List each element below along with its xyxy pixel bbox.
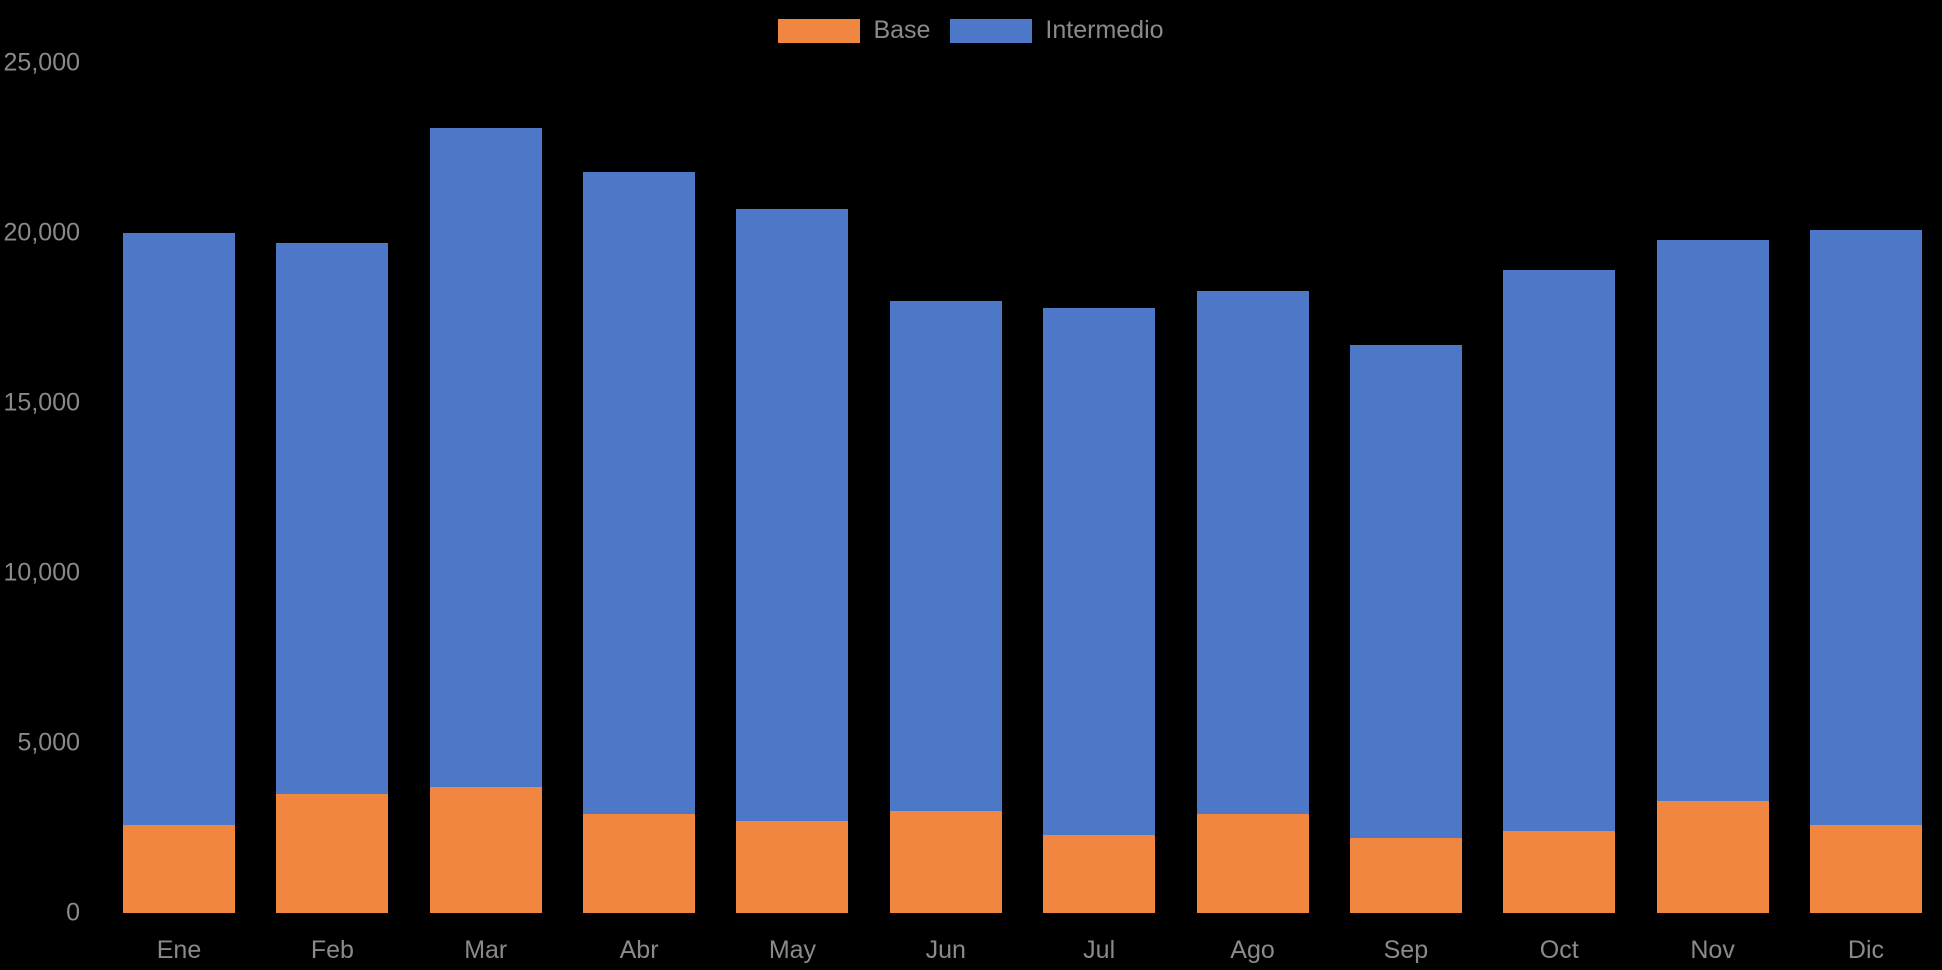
legend-label-base: Base <box>873 16 931 44</box>
y-axis-tick-label-0: 0 <box>66 898 80 927</box>
x-axis-label-sep: Sep <box>1383 936 1429 964</box>
legend-label-intermedio: Intermedio <box>1045 16 1164 44</box>
x-axis-label-may: May <box>768 936 817 964</box>
x-axis-label-abr: Abr <box>619 936 659 964</box>
bar-segment-base-jul[interactable] <box>1043 834 1156 913</box>
x-axis-label-jul: Jul <box>1083 936 1116 964</box>
bar-segment-base-ene[interactable] <box>123 824 235 913</box>
x-axis-label-dic: Dic <box>1847 936 1884 964</box>
bar-segment-base-feb[interactable] <box>276 794 389 913</box>
x-axis-label-mar: Mar <box>464 936 508 964</box>
bar-segment-intermedio-nov[interactable] <box>1656 239 1769 801</box>
bar-segment-base-sep[interactable] <box>1349 838 1462 913</box>
bar-segment-intermedio-dic[interactable] <box>1809 229 1922 825</box>
x-axis-label-ene: Ene <box>156 936 202 964</box>
bar-segment-base-dic[interactable] <box>1809 824 1922 913</box>
x-axis-label-feb: Feb <box>310 936 354 964</box>
bar-segment-intermedio-sep[interactable] <box>1349 345 1462 839</box>
bar-segment-intermedio-ene[interactable] <box>123 233 235 825</box>
legend-swatch-intermedio-icon <box>950 18 1033 43</box>
y-axis-tick-label-10000: 10,000 <box>3 558 80 587</box>
x-axis-label-nov: Nov <box>1690 936 1735 964</box>
bar-segment-intermedio-feb[interactable] <box>276 243 389 794</box>
bar-segment-base-mar[interactable] <box>429 787 542 913</box>
bar-segment-intermedio-abr[interactable] <box>583 171 696 815</box>
x-axis-label-oct: Oct <box>1539 936 1579 964</box>
bar-segment-intermedio-may[interactable] <box>736 209 849 822</box>
x-axis-label-ago: Ago <box>1230 936 1275 964</box>
bar-segment-base-ago[interactable] <box>1196 814 1309 913</box>
legend-item-base[interactable]: Base <box>778 18 930 43</box>
y-axis-tick-label-20000: 20,000 <box>3 218 80 247</box>
legend-swatch-base-icon <box>778 18 861 43</box>
bar-segment-base-jun[interactable] <box>889 811 1002 913</box>
chart-legend: Base Intermedio <box>0 18 1942 43</box>
legend-item-intermedio[interactable]: Intermedio <box>950 16 1164 44</box>
bar-segment-intermedio-jul[interactable] <box>1043 307 1156 835</box>
bar-segment-intermedio-oct[interactable] <box>1503 270 1616 832</box>
bar-segment-intermedio-ago[interactable] <box>1196 290 1309 815</box>
bar-segment-base-oct[interactable] <box>1503 831 1616 913</box>
bar-segment-base-may[interactable] <box>736 821 849 913</box>
y-axis-tick-label-25000: 25,000 <box>3 48 80 77</box>
y-axis-tick-label-15000: 15,000 <box>3 388 80 417</box>
bar-segment-intermedio-mar[interactable] <box>429 127 542 788</box>
y-axis-tick-label-5000: 5,000 <box>17 728 80 757</box>
bar-segment-base-nov[interactable] <box>1656 800 1769 913</box>
bar-segment-intermedio-jun[interactable] <box>889 301 1002 811</box>
bar-segment-base-abr[interactable] <box>583 814 696 913</box>
x-axis-label-jun: Jun <box>925 936 966 964</box>
